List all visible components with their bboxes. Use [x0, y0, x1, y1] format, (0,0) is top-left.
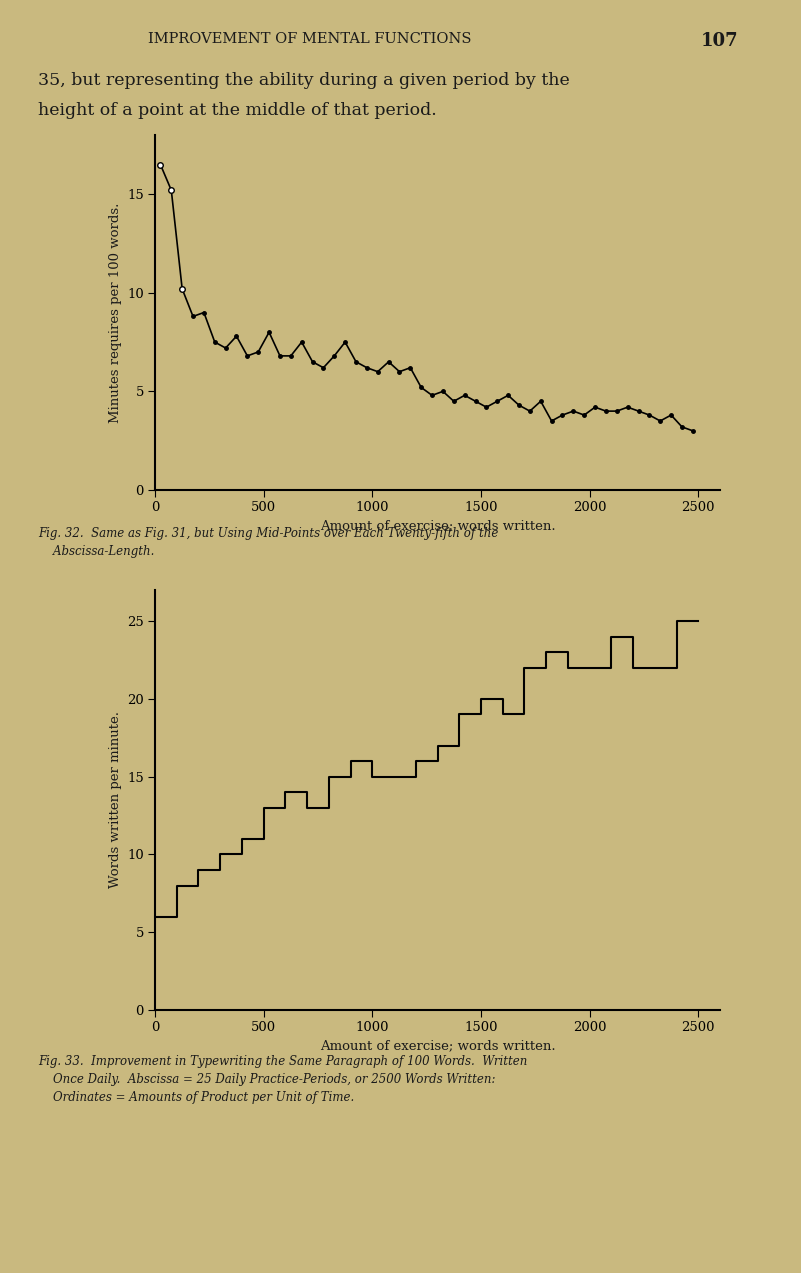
Text: Once Daily.  Abscissa = 25 Daily Practice-Periods, or 2500 Words Written:: Once Daily. Abscissa = 25 Daily Practice… — [38, 1073, 496, 1086]
X-axis label: Amount of exercise; words written.: Amount of exercise; words written. — [320, 1040, 555, 1053]
Text: IMPROVEMENT OF MENTAL FUNCTIONS: IMPROVEMENT OF MENTAL FUNCTIONS — [148, 32, 472, 46]
Text: height of a point at the middle of that period.: height of a point at the middle of that … — [38, 102, 437, 118]
Text: Fig. 32.  Same as Fig. 31, but Using Mid-Points over Each Twenty-fifth of the: Fig. 32. Same as Fig. 31, but Using Mid-… — [38, 527, 498, 540]
Text: Fig. 33.  Improvement in Typewriting the Same Paragraph of 100 Words.  Written: Fig. 33. Improvement in Typewriting the … — [38, 1055, 527, 1068]
Text: 35, but representing the ability during a given period by the: 35, but representing the ability during … — [38, 73, 570, 89]
X-axis label: Amount of exercise; words written.: Amount of exercise; words written. — [320, 519, 555, 532]
Text: 107: 107 — [701, 32, 739, 50]
Text: Abscissa-Length.: Abscissa-Length. — [38, 545, 155, 558]
Y-axis label: Minutes requires per 100 words.: Minutes requires per 100 words. — [109, 202, 122, 423]
Text: Ordinates = Amounts of Product per Unit of Time.: Ordinates = Amounts of Product per Unit … — [38, 1091, 354, 1104]
Y-axis label: Words written per minute.: Words written per minute. — [109, 712, 122, 889]
